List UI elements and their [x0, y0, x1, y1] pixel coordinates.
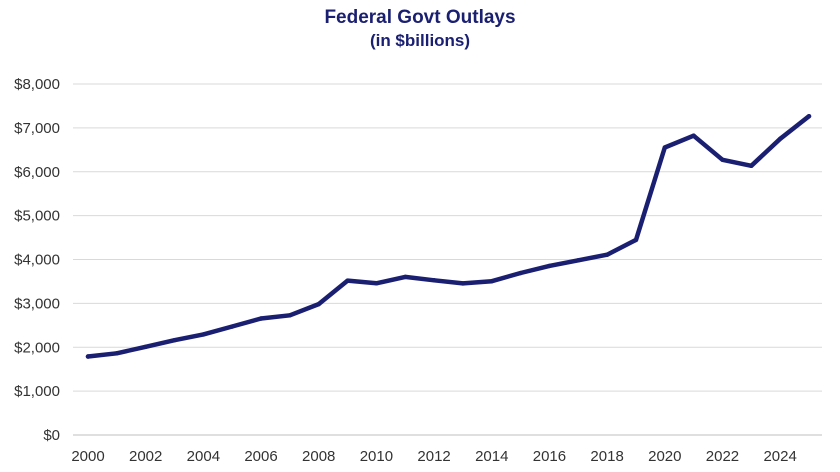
x-axis-ticks: 2000 2002 2004 2006 2008 2010 2012 2014 2016 2018… [71, 448, 797, 465]
gridlines [73, 83, 822, 392]
data-point [258, 316, 264, 321]
data-point [403, 274, 408, 280]
data-point [460, 281, 466, 286]
data-point [518, 270, 523, 276]
data-point [374, 281, 379, 286]
data-point [576, 258, 581, 263]
data-point [345, 278, 350, 283]
y-tick-label: $2,000 [14, 339, 60, 356]
y-tick-label: $5,000 [14, 208, 60, 225]
data-point [201, 332, 206, 337]
chart-title: Federal Govt Outlays [324, 7, 516, 28]
data-point [85, 354, 91, 359]
data-point [489, 278, 494, 284]
x-tick-label: 2002 [129, 448, 162, 465]
chart-title-block: Federal Govt Outlays (in $billions) [0, 6, 840, 52]
data-point [230, 324, 235, 329]
data-point [114, 351, 120, 356]
x-tick-label: 2012 [417, 448, 450, 465]
series-line [85, 113, 812, 359]
data-point [316, 301, 321, 307]
y-tick-label: $1,000 [14, 383, 60, 400]
x-tick-label: 2016 [533, 448, 566, 465]
x-tick-label: 2022 [706, 448, 739, 465]
data-point [604, 252, 610, 257]
data-point [143, 344, 148, 349]
data-point [431, 278, 437, 283]
x-tick-label: 2008 [302, 448, 335, 465]
data-point [172, 338, 177, 343]
x-tick-label: 2010 [360, 448, 393, 465]
y-axis-ticks: $0 $1,000 $2,000 $3,000 $4,000 $5,000 $6,000 $7… [14, 76, 60, 444]
x-tick-label: 2024 [763, 448, 796, 465]
y-tick-label: $4,000 [14, 252, 60, 269]
x-tick-label: 2006 [244, 448, 277, 465]
y-tick-label: $8,000 [14, 76, 60, 93]
x-tick-label: 2014 [475, 448, 508, 465]
series-layer [85, 113, 812, 359]
y-tick-label: $7,000 [14, 120, 60, 137]
y-tick-label: $0 [43, 427, 60, 444]
y-tick-label: $6,000 [14, 164, 60, 181]
data-point [547, 263, 552, 269]
x-tick-label: 2020 [648, 448, 681, 465]
x-tick-label: 2000 [71, 448, 104, 465]
chart-subtitle: (in $billions) [369, 31, 471, 50]
data-point [777, 136, 783, 141]
data-point [720, 157, 725, 162]
data-point [749, 163, 754, 169]
x-tick-label: 2004 [187, 448, 220, 465]
x-tick-label: 2018 [590, 448, 623, 465]
data-point [691, 133, 696, 138]
data-point [662, 145, 667, 150]
data-point [633, 237, 639, 243]
data-point [806, 114, 812, 119]
y-tick-label: $3,000 [14, 295, 60, 312]
data-point [287, 313, 293, 318]
